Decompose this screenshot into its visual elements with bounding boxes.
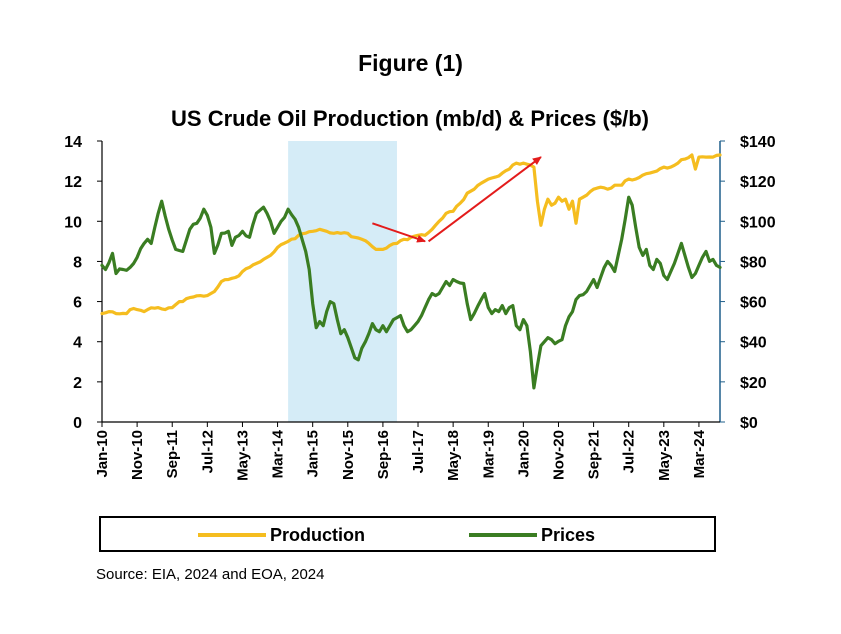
x-tick-label: May-13 — [234, 430, 251, 481]
chart-title: US Crude Oil Production (mb/d) & Prices … — [171, 106, 649, 131]
trend-arrow-2 — [427, 156, 542, 243]
legend-swatch-prices — [469, 533, 537, 537]
legend-item-production: Production — [198, 525, 365, 545]
x-tick-label: Mar-14 — [270, 429, 287, 478]
x-tick-label: Nov-10 — [129, 430, 146, 480]
x-tick-label: Sep-21 — [586, 430, 603, 479]
series-layer — [100, 153, 722, 390]
x-tick-label: Jan-15 — [305, 430, 322, 478]
highlight-band-layer — [288, 141, 397, 422]
left-y-tick-label: 2 — [73, 375, 82, 392]
left-y-tick-label: 14 — [64, 134, 82, 151]
right-y-tick-label: $20 — [740, 375, 767, 392]
legend-label-prices: Prices — [541, 524, 596, 545]
tick-labels-layer: 0 2 4 6 8 10 12 14 $0 $20 $40 $60 $80 $100 $120 $140 Jan… — [64, 134, 775, 481]
x-tick-label: May-18 — [445, 430, 462, 481]
trend-arrow-1 — [372, 222, 426, 243]
x-tick-label: Mar-24 — [691, 429, 708, 478]
x-tick-label: Sep-16 — [375, 430, 392, 479]
x-tick-label: Nov-20 — [550, 430, 567, 480]
x-tick-label: Sep-11 — [164, 430, 181, 478]
legend-label-production: Production — [270, 524, 365, 545]
arrows-layer — [372, 156, 542, 243]
x-tick-label: Jul-22 — [621, 430, 638, 473]
right-y-tick-label: $0 — [740, 415, 758, 432]
right-y-tick-label: $40 — [740, 335, 767, 352]
series-line-prices — [100, 195, 722, 390]
x-tick-label: Mar-19 — [480, 430, 497, 478]
legend-swatch-production — [198, 533, 266, 537]
legend-item-prices: Prices — [469, 525, 595, 545]
x-tick-label: Jul-12 — [199, 430, 216, 473]
axes-layer — [97, 140, 725, 427]
x-tick-label: May-23 — [656, 430, 673, 481]
x-tick-label: Jul-17 — [410, 430, 427, 473]
left-y-tick-label: 6 — [73, 295, 82, 312]
x-tick-label: Jan-20 — [515, 430, 532, 478]
highlight-period — [288, 141, 397, 422]
left-y-tick-label: 8 — [73, 254, 82, 271]
figure-label: Figure (1) — [358, 50, 463, 76]
right-y-tick-label: $100 — [740, 214, 776, 231]
series-line-production — [100, 153, 722, 316]
right-y-tick-label: $120 — [740, 174, 776, 191]
x-tick-label: Jan-10 — [94, 430, 111, 478]
right-y-tick-label: $60 — [740, 295, 767, 312]
left-y-tick-label: 12 — [64, 174, 82, 191]
legend: Production Prices — [99, 516, 716, 552]
right-y-tick-label: $80 — [740, 254, 767, 271]
left-y-tick-label: 4 — [73, 335, 82, 352]
right-y-tick-label: $140 — [740, 134, 776, 151]
left-y-tick-label: 0 — [73, 415, 82, 432]
source-note: Source: EIA, 2024 and EOA, 2024 — [96, 566, 325, 583]
left-y-tick-label: 10 — [64, 214, 82, 231]
x-tick-label: Nov-15 — [340, 430, 357, 480]
